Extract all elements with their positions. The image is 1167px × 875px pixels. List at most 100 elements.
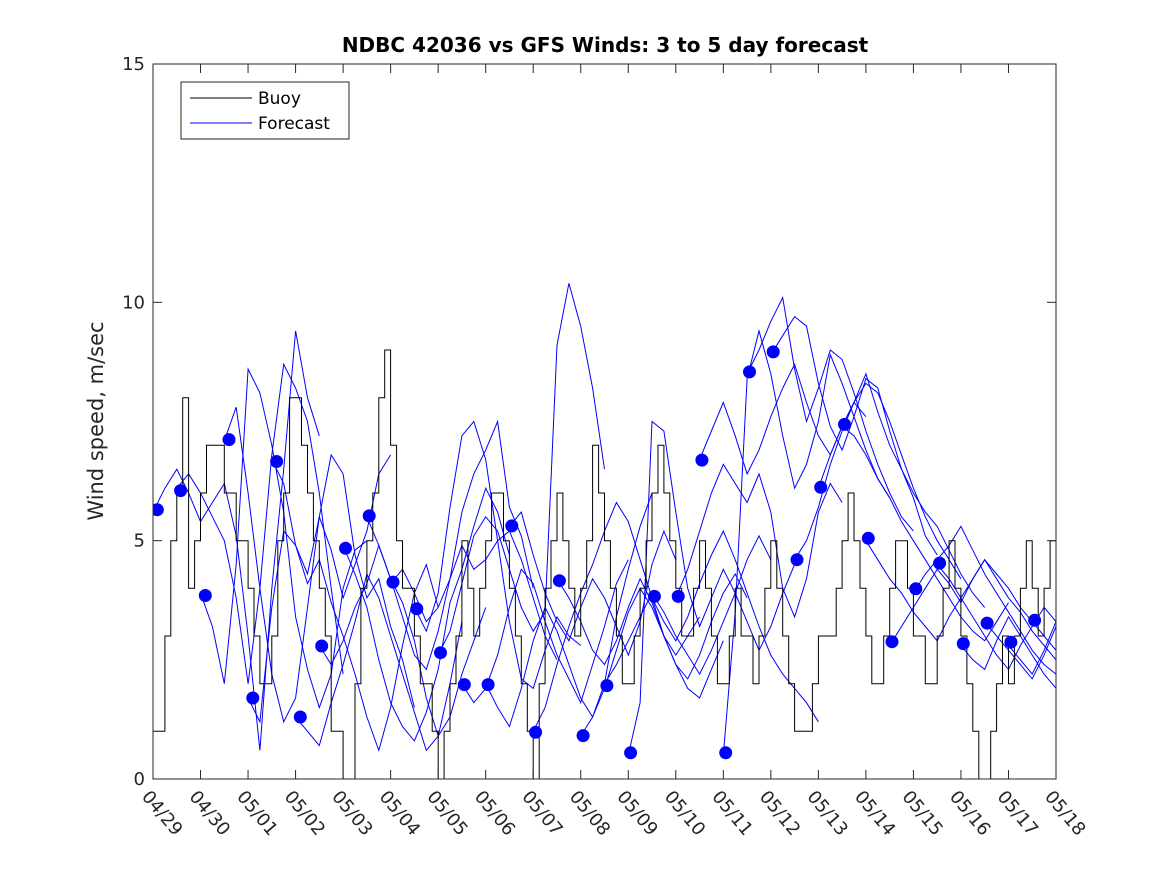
forecast-line-5	[271, 459, 439, 753]
plot-area	[153, 283, 1056, 779]
y-axis-label: Wind speed, m/sec	[84, 321, 108, 520]
forecast-line-17	[556, 577, 724, 699]
legend-buoy-label: Buoy	[258, 89, 301, 109]
x-tick-label-13: 05/12	[755, 787, 804, 840]
x-tick-label-14: 05/13	[803, 787, 852, 840]
forecast-line-14	[485, 492, 653, 728]
forecast-marker-14	[481, 678, 495, 692]
forecast-line-16	[532, 501, 701, 732]
forecast-line-4	[247, 453, 415, 724]
forecast-line-3	[223, 407, 392, 724]
forecast-marker-2	[198, 589, 212, 602]
forecast-marker-37	[1028, 613, 1042, 627]
x-tick-label-11: 05/10	[660, 787, 709, 840]
forecast-line-26	[770, 315, 938, 556]
x-tick-label-5: 05/04	[375, 787, 424, 840]
forecast-line-28	[817, 372, 986, 608]
forecast-marker-8	[339, 541, 352, 555]
buoy-line	[153, 349, 1056, 779]
forecast-marker-15	[505, 519, 519, 533]
x-tick-label-1: 04/30	[185, 787, 234, 840]
forecast-line-29	[841, 425, 1009, 642]
forecast-marker-20	[624, 746, 638, 760]
forecast-line-7	[318, 543, 487, 738]
forecast-marker-5	[270, 455, 284, 468]
forecast-marker-34	[956, 637, 970, 651]
forecast-marker-19	[600, 679, 614, 693]
forecast-marker-31	[885, 635, 899, 649]
x-tick-label-15: 05/14	[850, 787, 899, 840]
forecast-marker-23	[695, 453, 709, 467]
x-tick-label-12: 05/11	[707, 787, 756, 840]
legend-forecast-label: Forecast	[258, 114, 330, 134]
y-tick-label-3: 15	[122, 54, 145, 75]
forecast-marker-29	[838, 417, 851, 431]
chart-title: NDBC 42036 vs GFS Winds: 3 to 5 day fore…	[342, 33, 869, 57]
y-tick-label-2: 10	[122, 292, 145, 313]
forecast-marker-1	[174, 484, 188, 498]
forecast-line-24	[722, 328, 891, 756]
forecast-marker-6	[293, 710, 307, 724]
forecast-marker-7	[315, 639, 329, 653]
forecast-marker-0	[153, 503, 164, 517]
x-tick-label-17: 05/16	[945, 787, 994, 840]
forecast-marker-21	[647, 589, 661, 603]
forecast-marker-36	[1004, 635, 1018, 649]
forecast-marker-27	[790, 553, 804, 567]
forecast-marker-35	[980, 616, 994, 630]
forecast-marker-28	[814, 480, 828, 494]
forecast-line-36	[1008, 620, 1056, 676]
forecast-line-31	[889, 558, 1056, 661]
forecast-line-12	[437, 283, 605, 656]
forecast-marker-32	[909, 582, 923, 596]
forecast-marker-26	[766, 345, 780, 359]
x-tick-label-10: 05/09	[612, 787, 661, 840]
legend-box	[180, 81, 350, 140]
forecast-marker-22	[671, 589, 685, 603]
forecast-line-37	[1031, 621, 1056, 652]
x-tick-label-8: 05/07	[517, 787, 566, 840]
x-tick-label-19: 05/18	[1040, 787, 1089, 840]
forecast-marker-10	[386, 575, 400, 589]
forecast-marker-4	[246, 691, 260, 705]
y-tick-label-1: 5	[134, 531, 145, 552]
forecast-marker-16	[529, 725, 543, 739]
forecast-marker-3	[222, 433, 236, 447]
forecast-line-35	[984, 621, 1056, 680]
x-tick-label-16: 05/15	[898, 787, 947, 840]
forecast-marker-9	[362, 509, 376, 523]
forecast-line-19	[604, 534, 772, 684]
legend: Buoy Forecast	[180, 81, 350, 140]
forecast-line-6	[295, 572, 463, 752]
forecast-marker-30	[861, 531, 875, 545]
x-tick-label-6: 05/05	[422, 787, 471, 840]
forecast-marker-11	[410, 602, 424, 616]
forecast-line-34	[960, 615, 1056, 690]
forecast-line-8	[342, 486, 510, 742]
forecast-marker-13	[457, 678, 471, 692]
forecast-marker-25	[743, 365, 756, 379]
forecast-marker-18	[576, 729, 590, 743]
x-tick-label-4: 05/03	[327, 787, 376, 840]
x-tick-label-0: 04/29	[137, 787, 186, 840]
forecast-marker-33	[933, 556, 947, 570]
x-tick-label-18: 05/17	[993, 787, 1042, 840]
forecast-line-30	[865, 540, 1033, 642]
x-tick-label-3: 05/02	[280, 787, 329, 840]
x-tick-label-2: 05/01	[232, 787, 281, 840]
forecast-marker-24	[719, 746, 733, 760]
forecast-line-22	[675, 463, 843, 619]
axes: 05101504/2904/3005/0105/0205/0305/0405/0…	[122, 54, 1090, 840]
forecast-line-18	[580, 572, 748, 737]
x-tick-label-7: 05/06	[470, 787, 519, 840]
forecast-line-25	[746, 296, 914, 532]
axes-frame	[152, 63, 1057, 780]
x-tick-label-9: 05/08	[565, 787, 614, 840]
forecast-line-33	[936, 564, 1056, 671]
forecast-line-11	[413, 420, 582, 690]
forecast-marker-12	[434, 646, 447, 660]
forecast-line-32	[912, 525, 1056, 675]
y-tick-label-0: 0	[134, 769, 145, 790]
forecast-marker-17	[552, 574, 566, 588]
